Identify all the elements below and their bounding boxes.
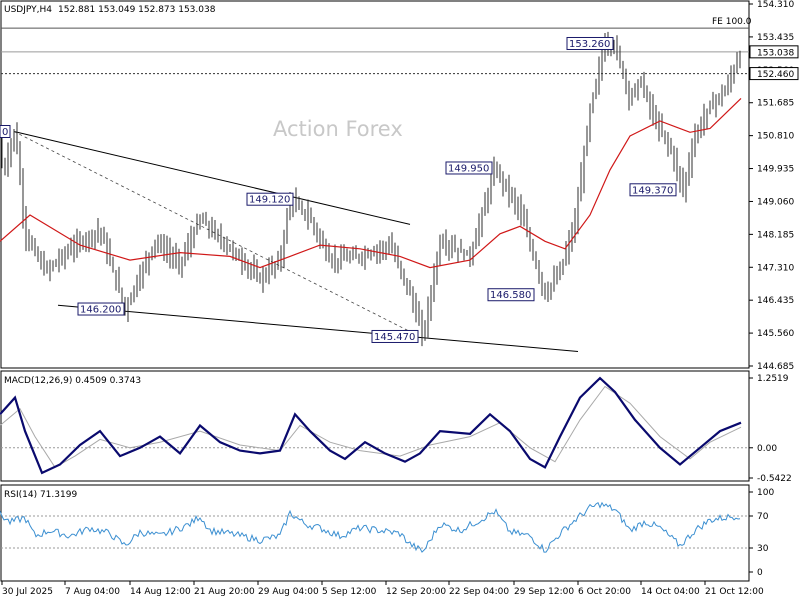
price-tick-label: 154.310 [757, 0, 794, 10]
x-tick-label: 29 Sep 12:00 [514, 587, 574, 597]
price-annotation: 146.200 [77, 302, 125, 316]
annotation-box [445, 161, 493, 175]
price-pane-title: USDJPY,H4 [4, 5, 52, 15]
channel-median-line [13, 131, 411, 332]
annotation-box [0, 124, 11, 138]
x-tick-label: 29 Aug 04:00 [258, 587, 319, 597]
rsi-tick-label: 0 [757, 568, 763, 578]
rsi-tick-label: 100 [757, 488, 774, 498]
annotation-label: 153.260 [569, 39, 610, 50]
x-tick-label: 14 Oct 04:00 [641, 587, 700, 597]
price-pane [0, 0, 750, 369]
price-tick-label: 144.685 [757, 362, 794, 372]
price-tick-label: 147.310 [757, 263, 794, 273]
annotation-label: 145.470 [374, 332, 415, 343]
annotation-label: 146.580 [490, 290, 531, 301]
price-box [749, 67, 799, 81]
price-annotation: 149.120 [246, 192, 294, 206]
macd-pane [0, 370, 750, 482]
price-tick-label: 153.435 [757, 33, 794, 43]
moving-average-line [0, 97, 742, 269]
macd-line [0, 376, 742, 475]
annotation-box [487, 288, 535, 302]
price-tick-label: 146.435 [757, 296, 794, 306]
x-tick-label: 22 Sep 04:00 [449, 587, 509, 597]
price-tick-label: 149.935 [757, 165, 794, 175]
annotation-box [566, 36, 614, 50]
macd-layer [0, 376, 749, 475]
price-annotation: 153.260 [566, 36, 614, 50]
annotation-label: 0 [2, 127, 8, 138]
price-annotation: 146.580 [487, 288, 535, 302]
price-annotation: 145.470 [371, 329, 419, 343]
annotation-box [629, 183, 677, 197]
x-tick-label: 21 Aug 20:00 [194, 587, 255, 597]
rsi-tick-label: 70 [757, 512, 769, 522]
annotation-box [371, 329, 419, 343]
macd-title: MACD(12,26,9) 0.4509 0.3743 [4, 376, 141, 386]
x-tick-label: 14 Aug 12:00 [130, 587, 191, 597]
annotation-box [77, 302, 125, 316]
rsi-tick-label: 30 [757, 544, 769, 554]
price-tick-label: 149.060 [757, 197, 794, 207]
ohlc-values: 152.881 153.049 152.873 153.038 [58, 5, 216, 15]
x-tick-label: 21 Oct 12:00 [705, 587, 764, 597]
price-tick-label: 148.185 [757, 230, 794, 240]
x-tick-label: 12 Sep 20:00 [386, 587, 446, 597]
annotation-box [246, 192, 294, 206]
rsi-title: RSI(14) 71.3199 [4, 490, 77, 500]
channel-lower-line [57, 304, 579, 353]
x-tick-label: 30 Jul 2025 [2, 587, 53, 597]
x-tick-label: 6 Oct 20:00 [578, 587, 631, 597]
macd-tick-label: -0.5422 [757, 474, 792, 484]
price-box-label: 153.038 [757, 48, 794, 58]
price-annotation: 0 [0, 124, 11, 138]
price-box [749, 45, 799, 59]
annotation-label: 146.200 [80, 305, 121, 316]
rsi-pane [0, 484, 750, 582]
annotation-label: 149.120 [249, 195, 290, 206]
fe-label: FE 100.0 [712, 17, 752, 27]
price-layer: 0 146.200 149.120 145.470 149.950 146.580 153.… [0, 27, 749, 353]
annotation-label: 149.950 [448, 163, 489, 174]
rsi-layer [0, 501, 749, 553]
annotation-label: 149.370 [632, 185, 673, 196]
price-tick-label: 150.810 [757, 132, 794, 142]
price-box-label: 152.460 [757, 70, 794, 80]
price-tick-label: 151.685 [757, 99, 794, 109]
price-annotation: 149.950 [445, 161, 493, 175]
price-tick-label: 145.560 [757, 329, 794, 339]
macd-signal-line [0, 385, 742, 468]
x-tick-label: 5 Sep 12:00 [322, 587, 377, 597]
macd-tick-label: 0.00 [757, 444, 777, 454]
macd-tick-label: 1.2519 [757, 374, 789, 384]
rsi-line [0, 501, 741, 553]
channel-upper-line [13, 131, 411, 225]
price-annotation: 149.370 [629, 183, 677, 197]
watermark: Action Forex [273, 117, 403, 141]
x-tick-label: 7 Aug 04:00 [65, 587, 120, 597]
